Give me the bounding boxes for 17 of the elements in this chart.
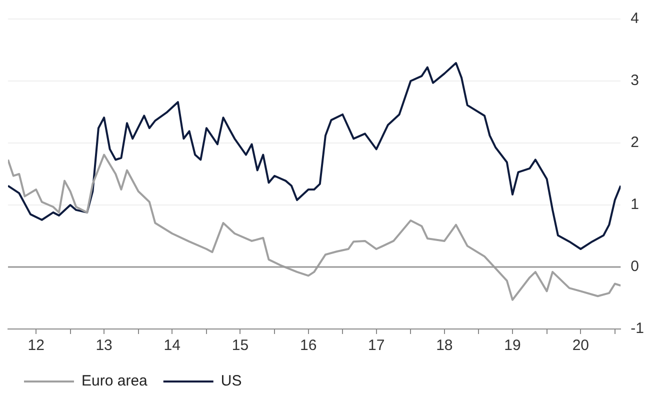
y-tick-label: 4: [630, 10, 640, 28]
x-tick-label: 20: [572, 337, 590, 354]
x-tick-label: 13: [96, 337, 112, 354]
x-tick-label: 12: [28, 337, 44, 354]
legend-label: US: [220, 372, 242, 390]
y-tick-label: 0: [630, 258, 640, 276]
x-tick-label: 18: [436, 337, 453, 354]
x-tick-label: 15: [232, 337, 249, 354]
y-tick-label: 3: [630, 72, 640, 90]
x-tick-label: 17: [368, 337, 385, 354]
x-tick-label: 14: [164, 337, 180, 354]
y-tick-label: 2: [630, 134, 640, 152]
y-tick-label: -1: [630, 320, 644, 338]
x-tick-label: 16: [300, 337, 317, 354]
x-tick-label: 19: [504, 337, 521, 354]
y-tick-label: 1: [630, 196, 640, 214]
legend-label: Euro area: [82, 372, 148, 390]
